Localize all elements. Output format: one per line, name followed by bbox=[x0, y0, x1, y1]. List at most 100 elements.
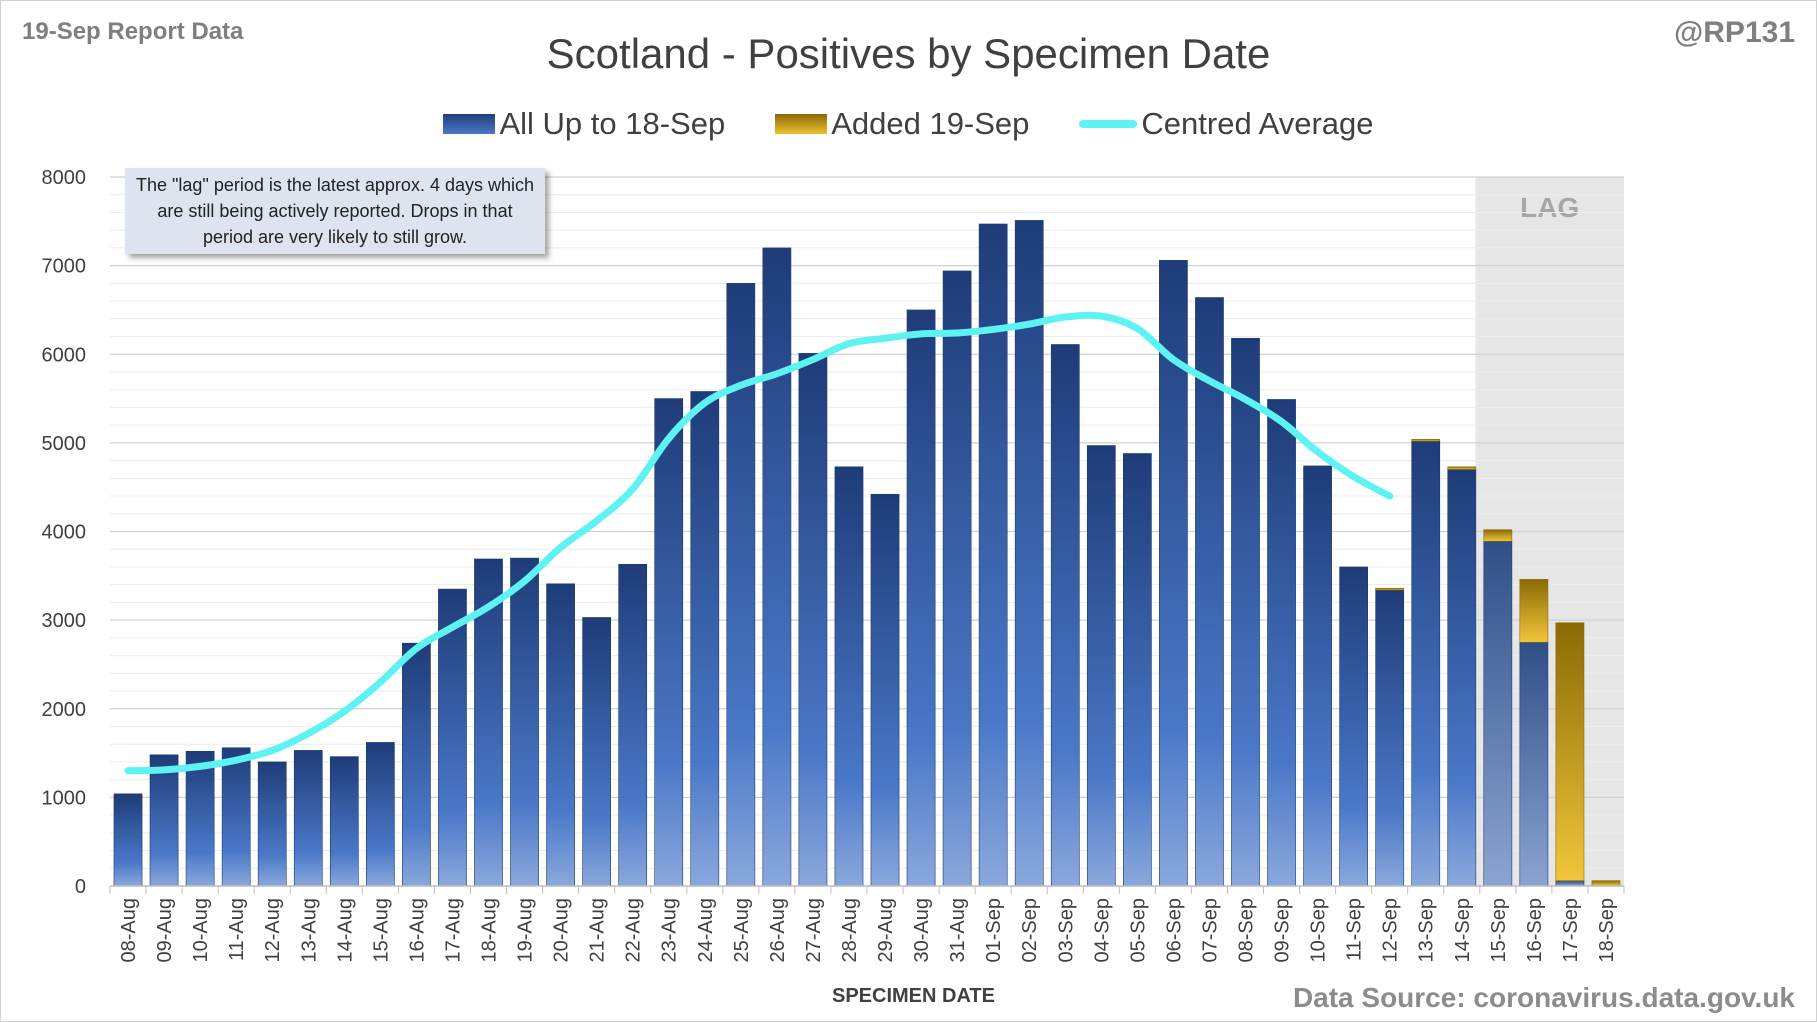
bar-all-10-Sep bbox=[1303, 465, 1332, 887]
bar-all-29-Aug bbox=[870, 493, 900, 887]
bar-added-17-Sep bbox=[1555, 622, 1585, 881]
x-tick-label: 31-Aug bbox=[947, 898, 969, 963]
bar-added-13-Sep bbox=[1411, 439, 1441, 442]
bar-all-25-Aug bbox=[726, 283, 756, 887]
x-tick-label: 10-Aug bbox=[190, 898, 212, 963]
x-axis-title: SPECIMEN DATE bbox=[832, 985, 995, 1007]
x-tick-label: 23-Aug bbox=[659, 898, 681, 963]
chart-legend: All Up to 18-Sep Added 19-Sep Centred Av… bbox=[0, 106, 1817, 142]
bar-all-01-Sep bbox=[978, 223, 1008, 887]
x-tick-label: 09-Sep bbox=[1272, 898, 1294, 963]
lag-label: LAG bbox=[1520, 192, 1579, 223]
data-source: Data Source: coronavirus.data.gov.uk bbox=[1292, 982, 1795, 1013]
chart-title: Scotland - Positives by Specimen Date bbox=[546, 30, 1271, 77]
x-tick-label: 12-Sep bbox=[1380, 898, 1402, 963]
centred-average-line bbox=[124, 311, 1394, 775]
bar-all-17-Sep bbox=[1555, 880, 1585, 887]
y-tick-label: 8000 bbox=[42, 167, 87, 189]
bar-all-21-Aug bbox=[582, 617, 612, 887]
x-tick-label: 17-Aug bbox=[442, 898, 464, 963]
legend-label-added: Added 19-Sep bbox=[831, 106, 1030, 141]
legend-label-all: All Up to 18-Sep bbox=[499, 106, 726, 141]
y-tick-label: 5000 bbox=[42, 433, 87, 455]
bar-all-08-Aug bbox=[113, 793, 143, 887]
legend-label-average: Centred Average bbox=[1141, 106, 1374, 141]
x-tick-label: 05-Sep bbox=[1127, 898, 1149, 963]
bar-all-13-Sep bbox=[1411, 440, 1441, 887]
bar-all-11-Aug bbox=[221, 747, 251, 887]
author-handle: @RP131 bbox=[1674, 16, 1795, 49]
bar-all-23-Aug bbox=[654, 398, 684, 887]
x-tick-label: 29-Aug bbox=[875, 898, 897, 963]
legend-item-added: Added 19-Sep bbox=[775, 106, 1029, 142]
x-tick-label: 01-Sep bbox=[983, 898, 1005, 963]
bar-all-15-Sep bbox=[1483, 540, 1513, 887]
x-tick-label: 17-Sep bbox=[1560, 898, 1582, 963]
y-tick-label: 2000 bbox=[42, 699, 87, 721]
bar-all-24-Aug bbox=[690, 391, 720, 887]
bar-all-08-Sep bbox=[1231, 337, 1260, 887]
bar-all-07-Sep bbox=[1195, 297, 1224, 887]
bar-all-15-Aug bbox=[365, 742, 395, 887]
x-tick-label: 24-Aug bbox=[695, 898, 717, 963]
x-tick-label: 14-Aug bbox=[334, 898, 356, 963]
bar-added-14-Sep bbox=[1447, 466, 1477, 470]
y-tick-label: 3000 bbox=[42, 610, 87, 632]
bar-all-12-Aug bbox=[257, 761, 287, 887]
x-tick-label: 13-Aug bbox=[298, 898, 320, 963]
report-date-tag: 19-Sep Report Data bbox=[22, 18, 244, 45]
y-tick-label: 7000 bbox=[42, 256, 87, 278]
bar-added-15-Sep bbox=[1483, 529, 1513, 542]
y-tick-label: 6000 bbox=[42, 344, 87, 366]
legend-item-all: All Up to 18-Sep bbox=[443, 106, 725, 142]
x-tick-label: 18-Sep bbox=[1596, 898, 1618, 963]
x-tick-label: 12-Aug bbox=[262, 898, 284, 963]
x-tick-label: 15-Sep bbox=[1488, 898, 1510, 963]
x-tick-label: 16-Sep bbox=[1524, 898, 1546, 963]
x-tick-label: 04-Sep bbox=[1091, 898, 1113, 963]
x-tick-label: 11-Aug bbox=[226, 898, 248, 961]
bar-all-09-Sep bbox=[1267, 399, 1296, 887]
y-tick-label: 0 bbox=[75, 876, 86, 898]
bar-all-17-Aug bbox=[438, 588, 467, 887]
bar-all-04-Sep bbox=[1086, 445, 1116, 887]
x-tick-label: 25-Aug bbox=[731, 898, 753, 963]
x-tick-label: 02-Sep bbox=[1019, 898, 1041, 963]
x-tick-label: 15-Aug bbox=[370, 898, 392, 963]
bar-all-11-Sep bbox=[1339, 566, 1369, 887]
bar-all-28-Aug bbox=[834, 466, 864, 887]
bar-all-03-Sep bbox=[1050, 344, 1080, 887]
x-tick-label: 20-Aug bbox=[551, 898, 573, 963]
bar-all-02-Sep bbox=[1014, 220, 1044, 887]
legend-item-average: Centred Average bbox=[1079, 106, 1374, 142]
lag-note: The "lag" period is the latest approx. 4… bbox=[125, 168, 545, 254]
x-tick-label: 11-Sep bbox=[1344, 898, 1366, 961]
bar-all-10-Aug bbox=[185, 750, 215, 887]
bar-all-14-Aug bbox=[329, 756, 359, 887]
bar-all-16-Aug bbox=[402, 642, 431, 887]
bar-all-31-Aug bbox=[942, 270, 972, 887]
y-tick-label: 1000 bbox=[42, 787, 87, 809]
x-tick-label: 07-Sep bbox=[1199, 898, 1221, 963]
x-tick-label: 19-Aug bbox=[515, 898, 537, 963]
x-tick-label: 03-Sep bbox=[1055, 898, 1077, 963]
x-tick-label: 27-Aug bbox=[803, 898, 825, 963]
bar-all-27-Aug bbox=[798, 353, 828, 887]
x-tick-label: 14-Sep bbox=[1452, 898, 1474, 963]
x-tick-label: 16-Aug bbox=[406, 898, 428, 963]
x-tick-label: 30-Aug bbox=[911, 898, 933, 963]
bar-all-20-Aug bbox=[546, 583, 575, 887]
x-tick-label: 06-Sep bbox=[1163, 898, 1185, 963]
bar-all-19-Aug bbox=[510, 557, 539, 887]
y-tick-label: 4000 bbox=[42, 522, 87, 544]
x-tick-label: 08-Aug bbox=[118, 898, 140, 963]
legend-swatch-average bbox=[1079, 120, 1138, 128]
x-tick-label: 22-Aug bbox=[623, 898, 645, 963]
bar-added-16-Sep bbox=[1519, 579, 1549, 643]
bar-added-18-Sep bbox=[1591, 880, 1621, 887]
x-tick-label: 09-Aug bbox=[154, 898, 176, 963]
legend-swatch-all bbox=[443, 114, 496, 134]
x-tick-label: 28-Aug bbox=[839, 898, 861, 963]
x-tick-label: 10-Sep bbox=[1308, 898, 1330, 963]
